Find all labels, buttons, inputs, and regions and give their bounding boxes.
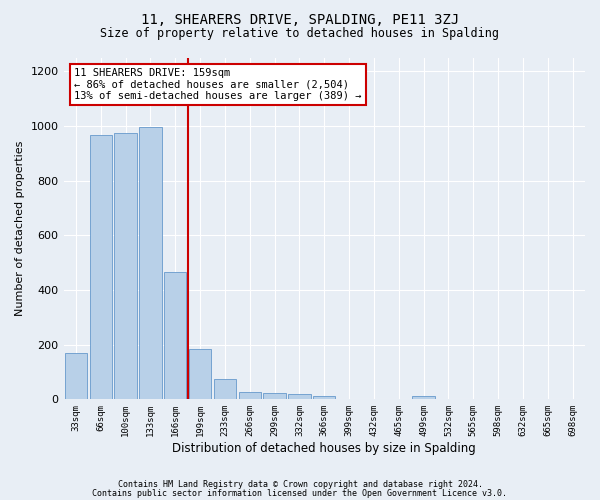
Text: Contains public sector information licensed under the Open Government Licence v3: Contains public sector information licen…	[92, 489, 508, 498]
Bar	[164, 272, 187, 400]
Bar	[89, 134, 112, 400]
Bar	[263, 394, 286, 400]
Bar	[313, 396, 335, 400]
Text: 11 SHEARERS DRIVE: 159sqm
← 86% of detached houses are smaller (2,504)
13% of se: 11 SHEARERS DRIVE: 159sqm ← 86% of detac…	[74, 68, 361, 101]
Bar	[412, 396, 435, 400]
Bar	[65, 353, 87, 400]
Bar	[189, 350, 211, 400]
Y-axis label: Number of detached properties: Number of detached properties	[15, 140, 25, 316]
X-axis label: Distribution of detached houses by size in Spalding: Distribution of detached houses by size …	[172, 442, 476, 455]
Text: Size of property relative to detached houses in Spalding: Size of property relative to detached ho…	[101, 28, 499, 40]
Text: Contains HM Land Registry data © Crown copyright and database right 2024.: Contains HM Land Registry data © Crown c…	[118, 480, 482, 489]
Bar	[288, 394, 311, 400]
Text: 11, SHEARERS DRIVE, SPALDING, PE11 3ZJ: 11, SHEARERS DRIVE, SPALDING, PE11 3ZJ	[141, 12, 459, 26]
Bar	[139, 127, 161, 400]
Bar	[239, 392, 261, 400]
Bar	[214, 380, 236, 400]
Bar	[115, 132, 137, 400]
